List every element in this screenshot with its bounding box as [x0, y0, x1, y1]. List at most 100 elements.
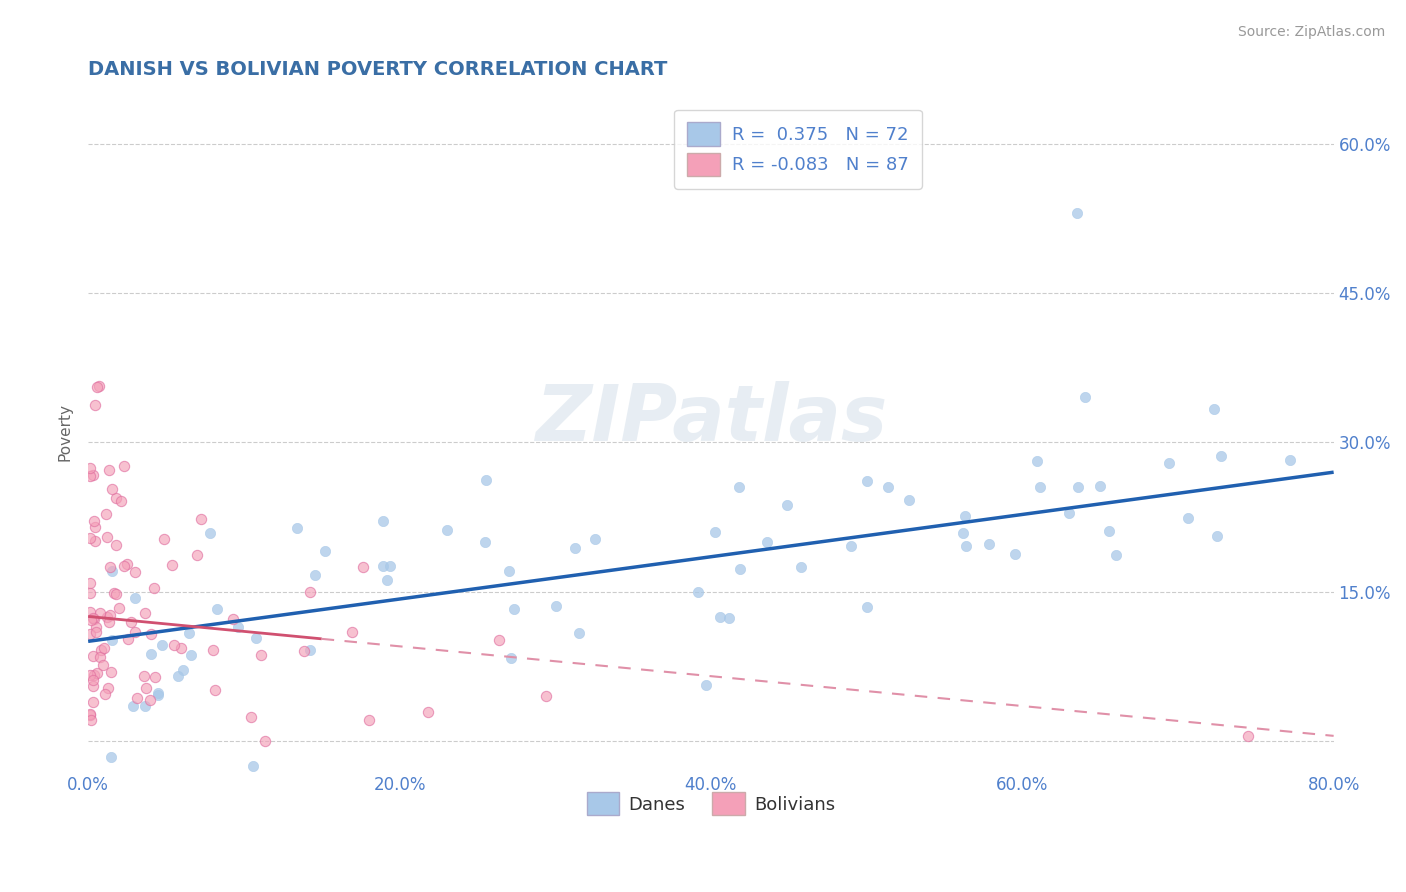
Point	[1067, 480, 1090, 494]
Point	[79, 585, 101, 599]
Text: ZIPatlas: ZIPatlas	[534, 381, 887, 457]
Point	[1066, 206, 1088, 220]
Point	[83, 398, 105, 412]
Point	[82, 467, 104, 482]
Point	[100, 665, 122, 679]
Point	[1004, 547, 1026, 561]
Point	[172, 663, 194, 677]
Point	[499, 650, 522, 665]
Legend: Danes, Bolivians: Danes, Bolivians	[579, 785, 842, 822]
Point	[1237, 729, 1260, 743]
Point	[755, 535, 778, 549]
Point	[84, 534, 107, 549]
Point	[416, 706, 439, 720]
Point	[105, 491, 128, 505]
Point	[134, 606, 156, 620]
Point	[86, 666, 108, 681]
Point	[204, 683, 226, 698]
Point	[120, 615, 142, 630]
Point	[105, 538, 128, 552]
Point	[79, 469, 101, 483]
Point	[253, 734, 276, 748]
Point	[142, 582, 165, 596]
Point	[1279, 453, 1302, 467]
Point	[98, 608, 121, 623]
Point	[79, 461, 101, 475]
Text: Source: ZipAtlas.com: Source: ZipAtlas.com	[1237, 25, 1385, 39]
Point	[124, 591, 146, 605]
Point	[955, 539, 977, 553]
Point	[371, 515, 394, 529]
Point	[190, 512, 212, 526]
Point	[125, 691, 148, 706]
Point	[86, 380, 108, 394]
Point	[132, 669, 155, 683]
Point	[1028, 480, 1050, 494]
Point	[169, 640, 191, 655]
Point	[98, 615, 121, 629]
Point	[80, 713, 103, 727]
Point	[96, 609, 118, 624]
Point	[240, 710, 263, 724]
Point	[380, 558, 402, 573]
Point	[93, 641, 115, 656]
Point	[89, 379, 111, 393]
Point	[544, 599, 567, 613]
Point	[249, 648, 271, 663]
Point	[340, 624, 363, 639]
Point	[110, 493, 132, 508]
Point	[1202, 401, 1225, 416]
Point	[583, 532, 606, 546]
Point	[695, 678, 717, 692]
Point	[222, 612, 245, 626]
Point	[83, 668, 105, 682]
Point	[84, 520, 107, 534]
Point	[180, 648, 202, 662]
Point	[1098, 524, 1121, 539]
Point	[375, 573, 398, 587]
Point	[474, 535, 496, 549]
Point	[82, 695, 104, 709]
Point	[134, 698, 156, 713]
Point	[79, 626, 101, 640]
Point	[98, 560, 121, 574]
Point	[82, 648, 104, 663]
Point	[112, 559, 135, 574]
Point	[89, 606, 111, 620]
Point	[503, 602, 526, 616]
Point	[94, 687, 117, 701]
Point	[1026, 453, 1049, 467]
Point	[186, 548, 208, 562]
Point	[101, 482, 124, 496]
Point	[98, 462, 121, 476]
Point	[357, 713, 380, 727]
Point	[897, 492, 920, 507]
Point	[152, 533, 174, 547]
Point	[790, 559, 813, 574]
Point	[117, 632, 139, 646]
Point	[1105, 548, 1128, 562]
Point	[124, 625, 146, 640]
Point	[498, 564, 520, 578]
Point	[226, 620, 249, 634]
Point	[108, 600, 131, 615]
Point	[90, 643, 112, 657]
Point	[115, 557, 138, 571]
Point	[298, 585, 321, 599]
Point	[953, 509, 976, 524]
Point	[163, 638, 186, 652]
Point	[877, 480, 900, 494]
Point	[285, 521, 308, 535]
Point	[160, 558, 183, 572]
Point	[177, 625, 200, 640]
Point	[564, 541, 586, 555]
Point	[148, 688, 170, 702]
Point	[91, 657, 114, 672]
Point	[488, 633, 510, 648]
Point	[124, 565, 146, 579]
Point	[299, 643, 322, 657]
Point	[104, 587, 127, 601]
Point	[292, 644, 315, 658]
Point	[314, 544, 336, 558]
Point	[371, 558, 394, 573]
